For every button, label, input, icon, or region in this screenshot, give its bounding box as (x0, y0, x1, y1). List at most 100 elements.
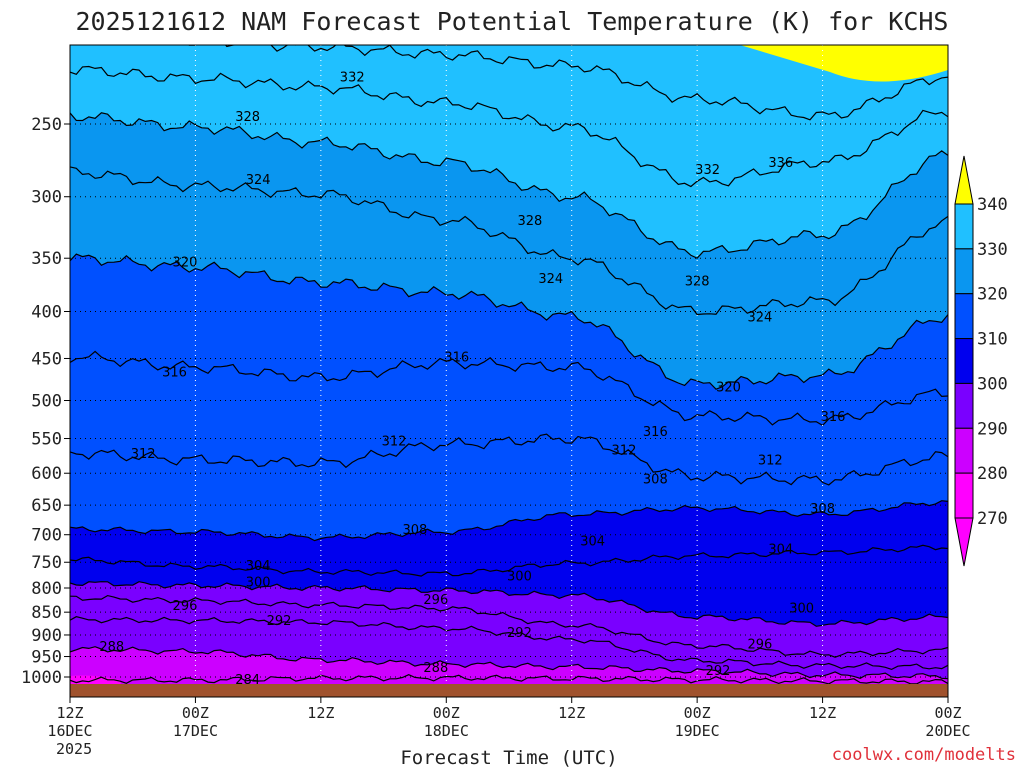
y-tick-label-450: 450 (31, 349, 62, 369)
contour-label-316: 316 (821, 410, 846, 425)
credit-text: coolwx.com/modelts (832, 745, 1016, 765)
plot-frame (69, 44, 949, 698)
colorbar-segment-310 (954, 293, 974, 340)
colorbar-segment-270 (954, 472, 974, 519)
y-tick-label-400: 400 (31, 302, 62, 322)
y-tick-label-500: 500 (31, 392, 62, 412)
colorbar-label-280: 280 (977, 464, 1008, 484)
contour-320 (70, 253, 948, 390)
contour-label-300: 300 (789, 601, 814, 616)
contour-label-292: 292 (267, 614, 292, 629)
contour-label-324: 324 (538, 272, 563, 287)
x-tick-label-36-1: 18DEC (424, 722, 469, 740)
chart-title: 2025121612 NAM Forecast Potential Temper… (76, 7, 949, 36)
x-tick-label-84-1: 20DEC (925, 722, 970, 740)
filled-theta-bands (70, 45, 948, 697)
contour-label-328: 328 (685, 274, 710, 289)
theta-contour-lines (70, 45, 948, 685)
colorbar-segment-280 (954, 427, 974, 474)
contour-336 (187, 45, 948, 121)
contour-label-296: 296 (423, 593, 448, 608)
y-tick-label-350: 350 (31, 249, 62, 269)
contour-label-308: 308 (643, 473, 668, 488)
x-tick-label-12-0: 00Z (182, 704, 209, 722)
contour-label-336: 336 (768, 156, 793, 171)
x-tick-label-0-1: 16DEC (47, 722, 92, 740)
contour-label-316: 316 (444, 351, 469, 366)
ground-surface (70, 684, 948, 697)
x-tick-label-0-2: 2025 (56, 740, 92, 758)
contour-label-312: 312 (758, 454, 783, 469)
contour-label-304: 304 (580, 534, 605, 549)
colorbar-label-270: 270 (977, 509, 1008, 529)
colorbar: 270 280 290 300 310 320 330 340 (954, 155, 1008, 567)
contour-label-312: 312 (382, 435, 407, 450)
contour-label-296: 296 (747, 638, 772, 653)
y-tick-label-250: 250 (31, 115, 62, 135)
contour-288 (70, 646, 948, 680)
y-axis: 250 300 350 400 450 500 550 600 650 700 750 800 850 9… (21, 115, 70, 688)
contour-label-312: 312 (131, 447, 156, 462)
colorbar-segment-330 (954, 203, 974, 250)
x-tick-label-24-0: 12Z (307, 704, 334, 722)
x-tick-label-12-1: 17DEC (173, 722, 218, 740)
colorbar-segment-290 (954, 382, 974, 429)
contour-332 (70, 65, 948, 188)
contour-316 (70, 350, 948, 427)
contour-300 (70, 581, 948, 627)
contour-label-308: 308 (810, 502, 835, 517)
contour-label-320: 320 (716, 381, 741, 396)
colorbar-label-290: 290 (977, 419, 1008, 439)
colorbar-extend-top (954, 155, 974, 205)
contour-label-324: 324 (747, 310, 772, 325)
contour-284 (70, 674, 948, 685)
contour-label-288: 288 (99, 640, 124, 655)
contour-label-292: 292 (507, 626, 532, 641)
contour-label-324: 324 (246, 173, 271, 188)
y-tick-label-650: 650 (31, 496, 62, 516)
y-tick-label-600: 600 (31, 464, 62, 484)
contour-label-320: 320 (173, 256, 198, 271)
colorbar-label-300: 300 (977, 374, 1008, 394)
colorbar-extend-bottom (954, 517, 974, 567)
contour-label-304: 304 (768, 543, 793, 558)
x-tick-label-60-1: 19DEC (675, 722, 720, 740)
x-tick-label-48-0: 12Z (558, 704, 585, 722)
contour-label-312: 312 (612, 443, 637, 458)
y-tick-label-700: 700 (31, 526, 62, 546)
contour-label-316: 316 (162, 366, 187, 381)
x-tick-label-84-0: 00Z (934, 704, 961, 722)
contour-label-300: 300 (507, 569, 532, 584)
colorbar-label-320: 320 (977, 285, 1008, 305)
y-tick-label-900: 900 (31, 626, 62, 646)
y-tick-label-800: 800 (31, 579, 62, 599)
contour-label-288: 288 (423, 661, 448, 676)
y-tick-label-1000: 1000 (21, 668, 62, 688)
y-tick-label-850: 850 (31, 603, 62, 623)
contour-296 (70, 594, 948, 658)
x-axis-label: Forecast Time (UTC) (400, 747, 617, 768)
y-tick-label-550: 550 (31, 430, 62, 450)
contour-292 (70, 616, 948, 671)
y-tick-label-300: 300 (31, 188, 62, 208)
ground-bar (70, 684, 948, 697)
contour-label-316: 316 (643, 425, 668, 440)
x-tick-label-72-0: 12Z (809, 704, 836, 722)
contour-label-332: 332 (340, 71, 365, 86)
contour-label-328: 328 (517, 214, 542, 229)
contour-label-292: 292 (706, 664, 731, 679)
colorbar-label-330: 330 (977, 240, 1008, 260)
x-tick-label-36-0: 00Z (433, 704, 460, 722)
contour-label-284: 284 (235, 673, 260, 688)
colorbar-label-310: 310 (977, 330, 1008, 350)
contour-label-296: 296 (173, 599, 198, 614)
contour-label-336: 336 (403, 33, 428, 48)
warm-core (740, 45, 948, 82)
contour-label-332: 332 (695, 163, 720, 178)
y-tick-label-750: 750 (31, 553, 62, 573)
contour-label-308: 308 (403, 523, 428, 538)
colorbar-segment-300 (954, 338, 974, 384)
colorbar-segment-320 (954, 248, 974, 295)
